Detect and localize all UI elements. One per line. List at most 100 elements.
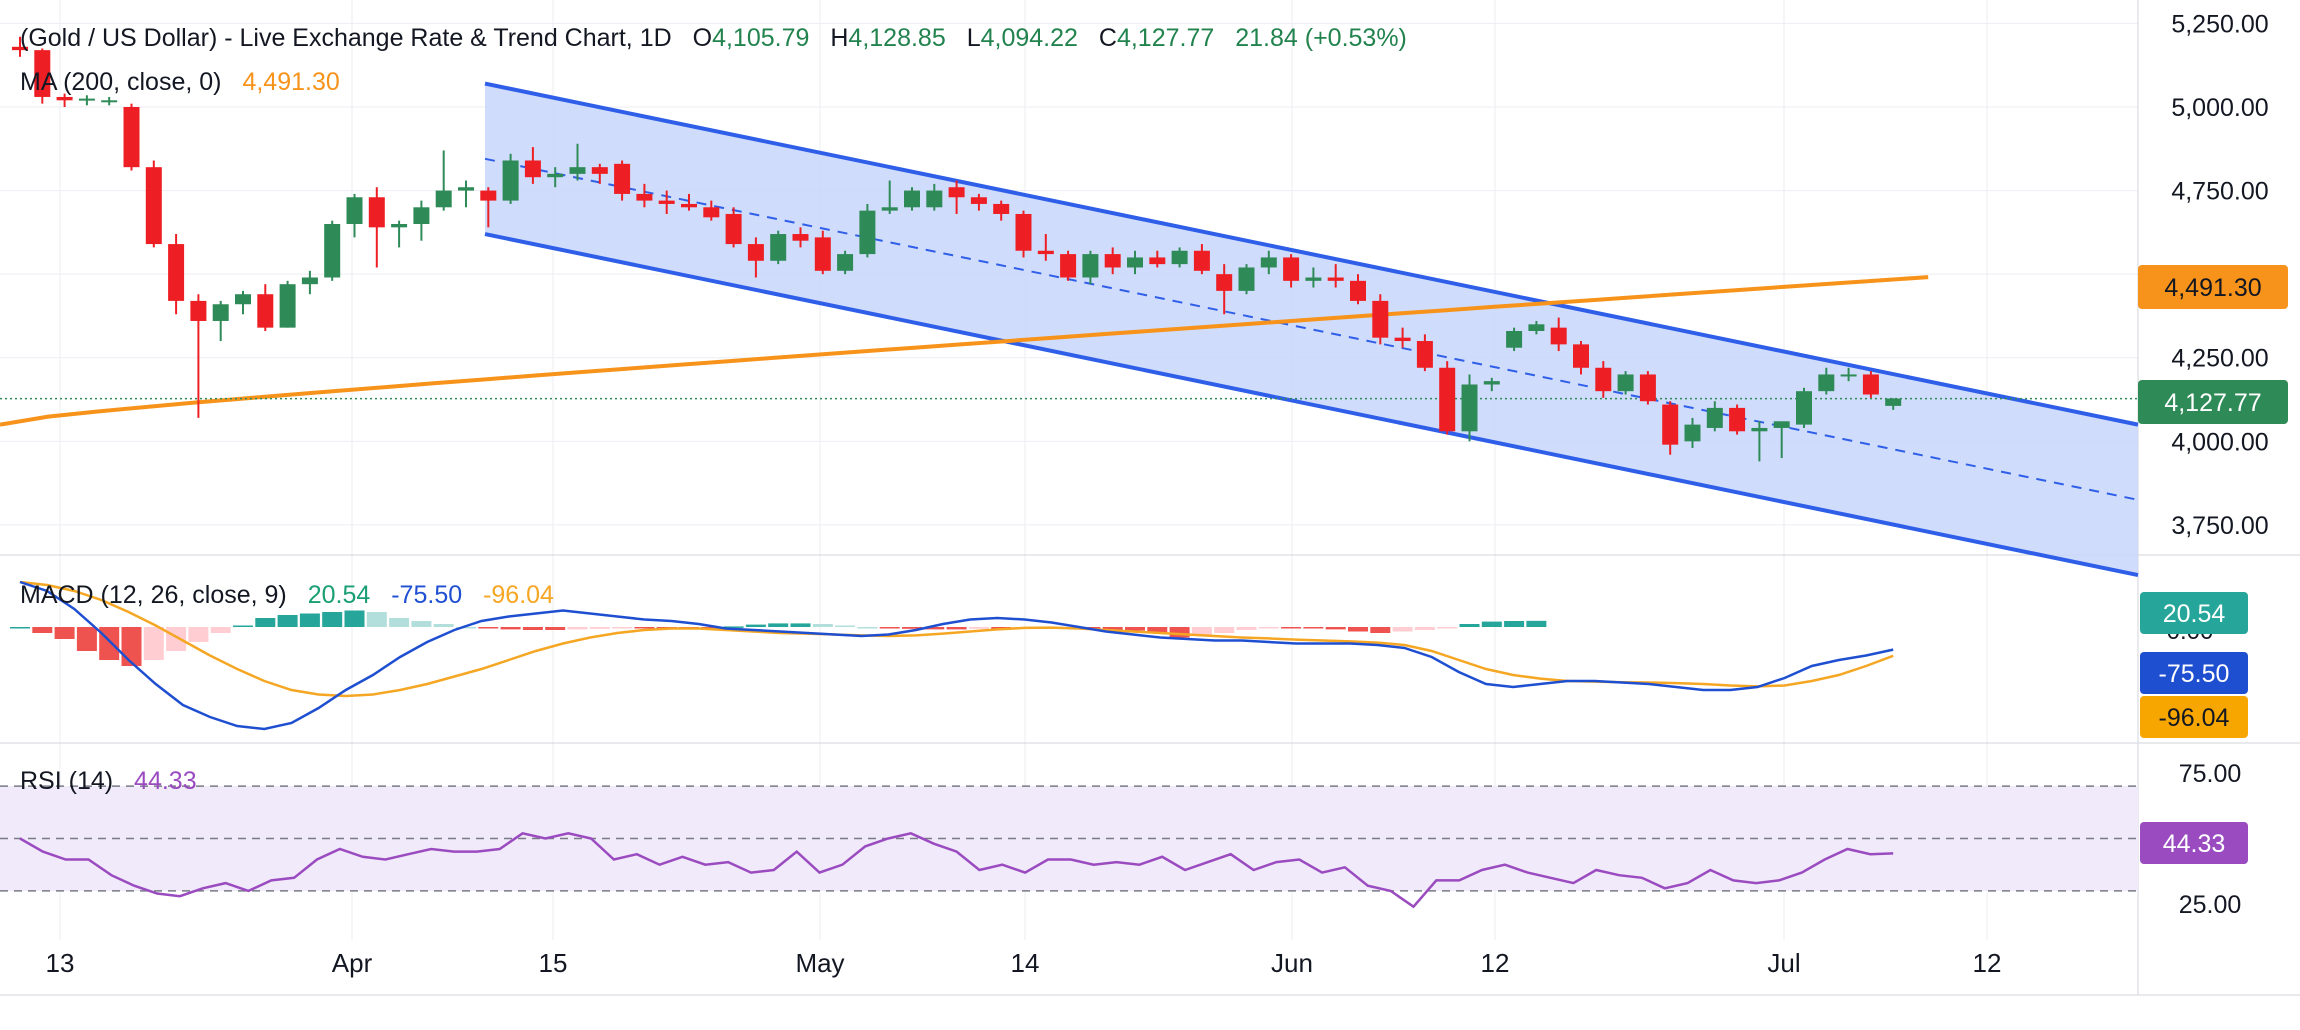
candle-body <box>948 187 965 198</box>
macd-histogram-bar <box>745 624 766 627</box>
candle-body <box>1305 277 1322 281</box>
macd-histogram-bar <box>612 627 633 629</box>
price-axis[interactable]: 5,250.005,000.004,750.004,500.004,250.00… <box>2171 10 2268 540</box>
macd-histogram-bar <box>991 627 1012 629</box>
candle-body <box>12 46 28 51</box>
ma-legend[interactable]: MA (200, close, 0) 4,491.30 <box>20 68 340 96</box>
candle-body <box>1104 254 1121 268</box>
candle <box>368 187 385 268</box>
candle <box>792 227 809 248</box>
macd-histogram-bar <box>522 627 543 630</box>
candle-body <box>78 98 95 101</box>
macd-histogram-bar <box>411 621 432 627</box>
macd-histogram-bar <box>1348 627 1368 632</box>
candle <box>569 143 586 181</box>
candle <box>747 237 764 278</box>
macd-legend[interactable]: MACD (12, 26, close, 9) 20.54 -75.50 -96… <box>20 581 554 609</box>
candle-body <box>458 187 474 191</box>
candle-body <box>747 244 764 261</box>
macd-legend-macd: -75.50 <box>391 581 462 609</box>
candle <box>1483 377 1500 392</box>
candle-body <box>1015 213 1032 251</box>
candle <box>1751 421 1768 462</box>
channel-upper-line[interactable] <box>484 81 2139 427</box>
candle <box>480 187 497 228</box>
candle-body <box>881 207 898 211</box>
candle-body <box>346 197 363 225</box>
candle-body <box>391 224 408 228</box>
time-tick-label: May <box>795 948 844 978</box>
price-pane[interactable] <box>0 36 2139 578</box>
candle-body <box>591 167 608 174</box>
macd-legend-signal: -96.04 <box>483 581 554 609</box>
candle-body <box>123 106 140 168</box>
candle-body <box>1595 367 1612 392</box>
macd-legend-hist: 20.54 <box>308 581 371 609</box>
candle <box>1350 274 1366 305</box>
candle-body <box>547 173 564 178</box>
macd-histogram-bar <box>1169 627 1190 638</box>
candle <box>881 180 898 214</box>
candle <box>814 230 831 275</box>
macd-line <box>19 580 1894 731</box>
macd-pane[interactable] <box>10 580 1894 731</box>
candle-body <box>1372 300 1389 338</box>
macd-histogram-bar <box>567 627 588 630</box>
candle-body <box>614 163 631 194</box>
channel-lower-line[interactable] <box>484 232 2139 578</box>
candle-body <box>56 96 73 101</box>
candle <box>1773 421 1790 459</box>
candle-body <box>636 193 653 201</box>
rsi-value-badge: 44.33 <box>2140 822 2248 864</box>
macd-histogram-bar <box>166 627 187 651</box>
candle <box>435 150 452 211</box>
candle <box>1327 264 1344 288</box>
candle-body <box>413 207 430 225</box>
candle-body <box>1483 381 1500 385</box>
candle-body <box>168 244 185 301</box>
time-axis[interactable]: 13 Apr 15 May 14 Jun 12 Jul 12 <box>46 948 2002 978</box>
ma-price-badge-text: 4,491.30 <box>2164 274 2261 302</box>
macd-histogram-bar <box>500 627 521 630</box>
price-tick-label: 4,000.00 <box>2171 428 2268 456</box>
time-tick-label: Jul <box>1767 948 1800 978</box>
change-value: 21.84 (+0.53%) <box>1235 24 1407 52</box>
candle <box>1573 341 1589 375</box>
candle <box>123 103 140 171</box>
candle-body <box>1684 424 1701 442</box>
macd-histogram-bar <box>322 612 343 627</box>
macd-histogram-bar <box>968 627 989 629</box>
channel-mid-line[interactable] <box>484 157 2139 501</box>
macd-legend-label: MACD (12, 26, close, 9) <box>20 581 287 609</box>
rsi-legend[interactable]: RSI (14) 44.33 <box>20 767 197 795</box>
macd-histogram-bar <box>277 615 298 627</box>
candle <box>391 220 408 248</box>
macd-histogram-bar <box>1370 627 1391 633</box>
candle-body <box>658 200 675 204</box>
macd-histogram-bar <box>188 627 209 642</box>
macd-histogram-bar <box>1102 627 1123 630</box>
rsi-pane[interactable] <box>0 785 2138 909</box>
candle <box>212 300 229 342</box>
macd-line-badge-text: -75.50 <box>2159 660 2230 688</box>
macd-histogram-bar <box>634 627 655 629</box>
candle-body <box>368 197 385 228</box>
close-label: C <box>1099 24 1117 52</box>
candle-body <box>1662 404 1679 445</box>
candle <box>1416 334 1433 372</box>
time-tick-label: Apr <box>332 948 373 978</box>
candle <box>1617 371 1634 395</box>
rsi-guide-lines <box>0 785 2138 892</box>
time-tick-label: 12 <box>1973 948 2002 978</box>
macd-histogram-bar <box>545 627 566 630</box>
candle <box>614 160 631 201</box>
candle <box>502 153 519 204</box>
candle-body <box>1729 407 1746 432</box>
candle <box>1550 317 1567 352</box>
candle-body <box>1550 327 1567 345</box>
candle <box>1394 327 1411 348</box>
candle-body <box>993 203 1010 214</box>
candle <box>190 294 207 418</box>
candle <box>1372 294 1389 345</box>
